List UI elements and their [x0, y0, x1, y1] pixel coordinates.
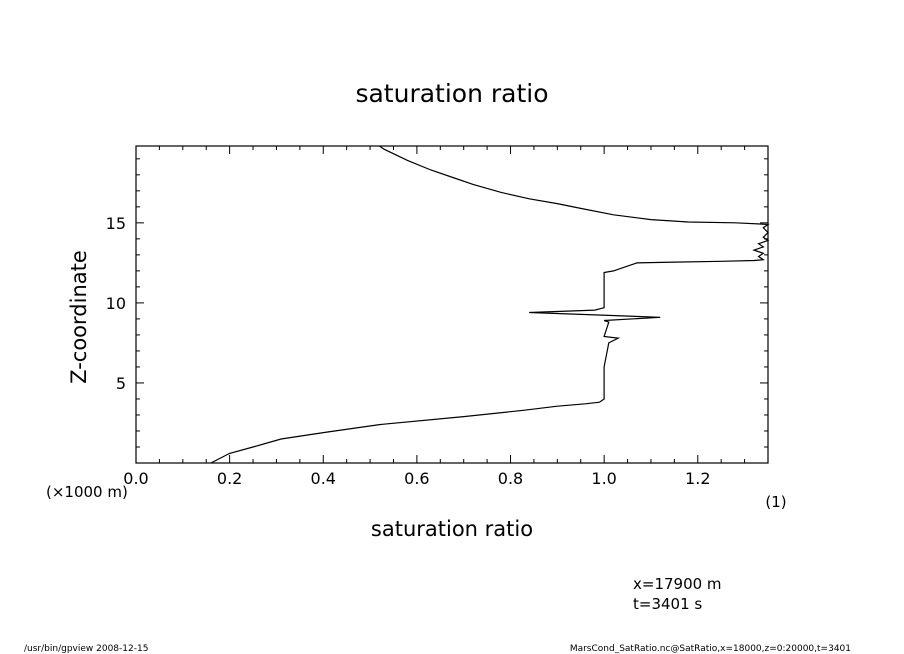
y-tick-label: 15: [106, 214, 126, 233]
series-line: [210, 145, 770, 464]
x-axis-unit: (1): [765, 493, 786, 511]
x-axis-label: saturation ratio: [371, 517, 533, 541]
plot-frame: [135, 145, 769, 464]
info-time: t=3401 s: [633, 595, 702, 613]
footer-program: /usr/bin/gpview 2008-12-15: [24, 644, 148, 654]
x-tick-label: 1.2: [685, 469, 710, 488]
info-x-position: x=17900 m: [633, 575, 722, 593]
axis-ticks: [135, 146, 769, 463]
footer-source: MarsCond_SatRatio.nc@SatRatio,x=18000,z=…: [570, 644, 851, 654]
chart-title: saturation ratio: [355, 79, 548, 108]
y-axis-label: Z-coordinate: [67, 250, 91, 384]
y-tick-label: 5: [116, 374, 126, 393]
x-tick-label: 0.4: [311, 469, 336, 488]
x-tick-label: 0.2: [217, 469, 242, 488]
y-tick-label: 10: [106, 294, 126, 313]
x-tick-label: 0.6: [404, 469, 429, 488]
x-tick-label: 1.0: [591, 469, 616, 488]
tick-labels: 0.0 0.2 0.4 0.6 0.8 1.0 1.2 5 10 15: [106, 214, 711, 488]
x-tick-label: 0.8: [498, 469, 523, 488]
y-axis-unit: (×1000 m): [46, 483, 128, 501]
x-tick-label: 0.0: [123, 469, 148, 488]
